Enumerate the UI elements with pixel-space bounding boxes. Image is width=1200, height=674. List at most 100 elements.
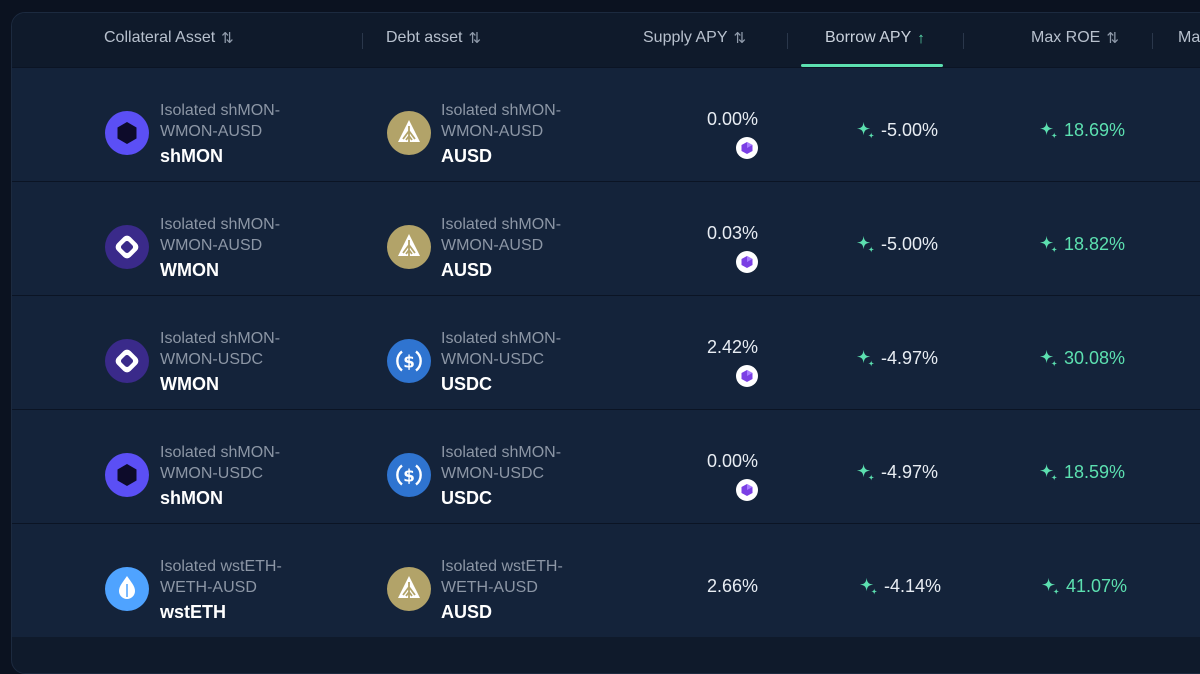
ausd-icon: [387, 567, 431, 611]
column-divider: [1152, 33, 1153, 49]
supply-apy-value: 2.66%: [706, 576, 758, 596]
header-label: Ma: [1178, 29, 1200, 46]
supply-apy-value: 0.03%: [706, 223, 758, 243]
debt-market-label: Isolated wstETH- WETH-AUSD: [441, 558, 563, 596]
column-divider: [362, 33, 363, 49]
wmon-icon: [105, 225, 149, 269]
wsteth-icon: [105, 567, 149, 611]
header-collateral-asset[interactable]: Collateral Asset ⇅: [104, 29, 234, 47]
debt-asset: Isolated wstETH- WETH-AUSD AUSD: [441, 556, 563, 626]
max-roe-value[interactable]: 18.69%: [1038, 120, 1125, 141]
header-label: Collateral Asset: [104, 29, 216, 46]
column-divider: [963, 33, 964, 49]
header-truncated-column[interactable]: Ma: [1178, 29, 1200, 47]
table-row[interactable]: Isolated shMON- WMON-AUSD shMON Isolated …: [12, 67, 1200, 181]
collateral-market-label: Isolated shMON- WMON-USDC: [160, 444, 281, 482]
ausd-icon: [387, 111, 431, 155]
debt-asset: Isolated shMON- WMON-AUSD AUSD: [441, 100, 561, 170]
debt-symbol: USDC: [441, 488, 493, 508]
borrow-apy-value[interactable]: -5.00%: [855, 120, 938, 141]
sparkle-icon: [1041, 577, 1060, 595]
sort-icon: ⇅: [221, 30, 234, 47]
supply-apy-value: 0.00%: [706, 109, 758, 129]
borrow-apy-value[interactable]: -5.00%: [855, 234, 938, 255]
debt-asset: Isolated shMON- WMON-AUSD AUSD: [441, 214, 561, 284]
header-debt-asset[interactable]: Debt asset ⇅: [386, 29, 481, 47]
collateral-market-label: Isolated shMON- WMON-AUSD: [160, 102, 281, 140]
table-header: Collateral Asset ⇅ Debt asset ⇅ Supply A…: [12, 13, 1200, 67]
debt-symbol: AUSD: [441, 146, 493, 166]
debt-asset: Isolated shMON- WMON-USDC USDC: [441, 328, 561, 398]
debt-market-label: Isolated shMON- WMON-USDC: [441, 444, 562, 482]
sparkle-icon: [1039, 349, 1058, 367]
collateral-symbol: shMON: [160, 488, 223, 508]
svg-text:$: $: [403, 467, 415, 487]
header-max-roe[interactable]: Max ROE ⇅: [1031, 29, 1119, 47]
debt-symbol: USDC: [441, 374, 493, 394]
collateral-market-label: Isolated wstETH- WETH-AUSD: [160, 558, 282, 596]
sparkle-icon: [856, 235, 875, 253]
table-row[interactable]: Isolated shMON- WMON-AUSD WMON Isolated s…: [12, 181, 1200, 295]
collateral-symbol: wstETH: [160, 602, 227, 622]
usdc-icon: $: [387, 453, 431, 497]
collateral-symbol: WMON: [160, 260, 219, 280]
sparkle-icon: [856, 349, 875, 367]
sparkle-icon: [856, 463, 875, 481]
borrow-apy-value[interactable]: -4.97%: [855, 348, 938, 369]
max-roe-value[interactable]: 18.59%: [1038, 462, 1125, 483]
max-roe-value[interactable]: 18.82%: [1038, 234, 1125, 255]
header-borrow-apy[interactable]: Borrow APY ↑: [825, 29, 925, 47]
sort-icon: ⇅: [468, 30, 481, 47]
sparkle-icon: [859, 577, 878, 595]
usdc-icon: $: [387, 339, 431, 383]
collateral-asset: Isolated shMON- WMON-USDC shMON: [160, 442, 280, 512]
sparkle-icon: [1039, 235, 1058, 253]
reward-token-icon[interactable]: [736, 365, 758, 387]
max-roe-value[interactable]: 30.08%: [1038, 348, 1125, 369]
reward-token-icon[interactable]: [736, 137, 758, 159]
sort-ascending-icon: ↑: [917, 29, 925, 47]
debt-market-label: Isolated shMON- WMON-AUSD: [441, 102, 562, 140]
debt-market-label: Isolated shMON- WMON-USDC: [441, 330, 562, 368]
table-row[interactable]: Isolated wstETH- WETH-AUSD wstETH Isolate…: [12, 523, 1200, 637]
markets-table: Collateral Asset ⇅ Debt asset ⇅ Supply A…: [11, 12, 1200, 674]
collateral-symbol: WMON: [160, 374, 219, 394]
wmon-icon: [105, 339, 149, 383]
collateral-market-label: Isolated shMON- WMON-AUSD: [160, 216, 281, 254]
collateral-market-label: Isolated shMON- WMON-USDC: [160, 330, 281, 368]
shmon-icon: [105, 111, 149, 155]
debt-symbol: AUSD: [441, 602, 493, 622]
collateral-symbol: shMON: [160, 146, 223, 166]
collateral-asset: Isolated shMON- WMON-AUSD WMON: [160, 214, 280, 284]
page-background: Collateral Asset ⇅ Debt asset ⇅ Supply A…: [11, 12, 1200, 674]
active-sort-underline: [801, 64, 943, 67]
header-label: Max ROE: [1031, 29, 1101, 46]
borrow-apy-value[interactable]: -4.97%: [855, 462, 938, 483]
debt-asset: Isolated shMON- WMON-USDC USDC: [441, 442, 561, 512]
reward-token-icon[interactable]: [736, 251, 758, 273]
collateral-asset: Isolated shMON- WMON-USDC WMON: [160, 328, 280, 398]
collateral-asset: Isolated wstETH- WETH-AUSD wstETH: [160, 556, 282, 626]
supply-apy-value: 2.42%: [706, 337, 758, 357]
header-label: Supply APY: [643, 29, 728, 46]
borrow-apy-value[interactable]: -4.14%: [858, 576, 941, 597]
svg-text:$: $: [403, 353, 415, 373]
header-label: Borrow APY: [825, 29, 912, 46]
table-row[interactable]: Isolated shMON- WMON-USDC shMON $ Isolate…: [12, 409, 1200, 523]
collateral-asset: Isolated shMON- WMON-AUSD shMON: [160, 100, 280, 170]
max-roe-value[interactable]: 41.07%: [1040, 576, 1127, 597]
header-label: Debt asset: [386, 29, 463, 46]
debt-market-label: Isolated shMON- WMON-AUSD: [441, 216, 562, 254]
shmon-icon: [105, 453, 149, 497]
header-supply-apy[interactable]: Supply APY ⇅: [643, 29, 747, 47]
supply-apy-value: 0.00%: [706, 451, 758, 471]
column-divider: [787, 33, 788, 49]
sparkle-icon: [1039, 121, 1058, 139]
sort-icon: ⇅: [1106, 30, 1119, 47]
sort-icon: ⇅: [733, 30, 747, 47]
sparkle-icon: [1039, 463, 1058, 481]
ausd-icon: [387, 225, 431, 269]
debt-symbol: AUSD: [441, 260, 493, 280]
reward-token-icon[interactable]: [736, 479, 758, 501]
table-row[interactable]: Isolated shMON- WMON-USDC WMON $ Isolated…: [12, 295, 1200, 409]
